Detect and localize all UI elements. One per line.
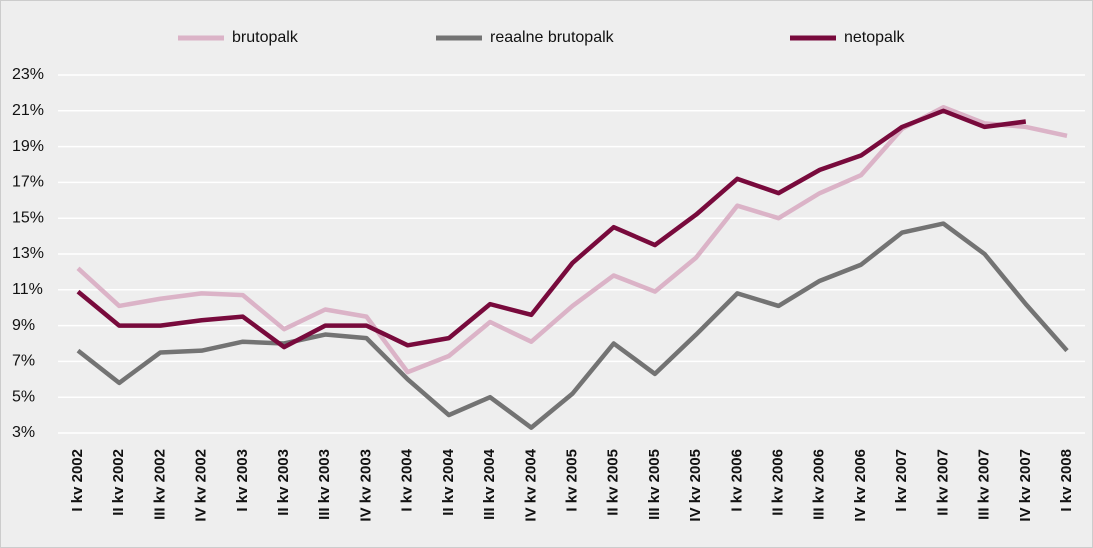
y-tick-label: 5% — [12, 388, 35, 405]
x-tick-label: III kv 2006 — [811, 449, 828, 520]
x-tick-label: I kv 2005 — [563, 449, 580, 512]
y-tick-label: 7% — [12, 353, 35, 370]
x-tick-label: II kv 2005 — [605, 449, 622, 516]
x-tick-label: IV kv 2007 — [1017, 449, 1034, 522]
y-tick-label: 11% — [12, 281, 43, 298]
x-tick-label: IV kv 2006 — [852, 449, 869, 522]
x-tick-label: III kv 2003 — [316, 449, 333, 520]
x-tick-label: I kv 2003 — [234, 449, 251, 512]
x-tick-label: I kv 2008 — [1058, 449, 1075, 512]
x-tick-label: I kv 2002 — [69, 449, 86, 512]
y-tick-label: 23% — [12, 66, 44, 83]
y-tick-label: 15% — [12, 209, 44, 226]
y-tick-label: 3% — [12, 424, 35, 441]
x-tick-label: III kv 2004 — [481, 448, 498, 520]
y-tick-label: 13% — [12, 245, 44, 262]
x-tick-label: IV kv 2004 — [522, 448, 539, 521]
legend-label: brutopalk — [232, 29, 299, 46]
x-tick-label: IV kv 2003 — [357, 449, 374, 522]
series-line — [76, 221, 1069, 430]
x-tick-label: III kv 2007 — [976, 449, 993, 520]
x-tick-label: II kv 2003 — [275, 449, 292, 516]
x-tick-label: II kv 2002 — [110, 449, 127, 516]
y-tick-label: 21% — [12, 102, 44, 119]
series-line — [76, 108, 1027, 350]
x-tick-label: II kv 2006 — [770, 449, 787, 516]
x-tick-label: IV kv 2005 — [687, 449, 704, 522]
x-tick-label: II kv 2007 — [934, 449, 951, 516]
x-tick-label: II kv 2004 — [440, 448, 457, 515]
x-tick-label: I kv 2007 — [893, 449, 910, 512]
legend-label: netopalk — [844, 29, 905, 46]
legend-label: reaalne brutopalk — [490, 29, 615, 46]
y-tick-label: 19% — [12, 138, 44, 155]
x-tick-label: III kv 2002 — [151, 449, 168, 520]
x-tick-label: III kv 2005 — [646, 449, 663, 520]
x-tick-label: I kv 2006 — [728, 449, 745, 512]
y-tick-label: 17% — [12, 174, 44, 191]
x-tick-label: IV kv 2002 — [193, 449, 210, 522]
y-tick-label: 9% — [12, 317, 35, 334]
x-tick-label: I kv 2004 — [399, 448, 416, 511]
